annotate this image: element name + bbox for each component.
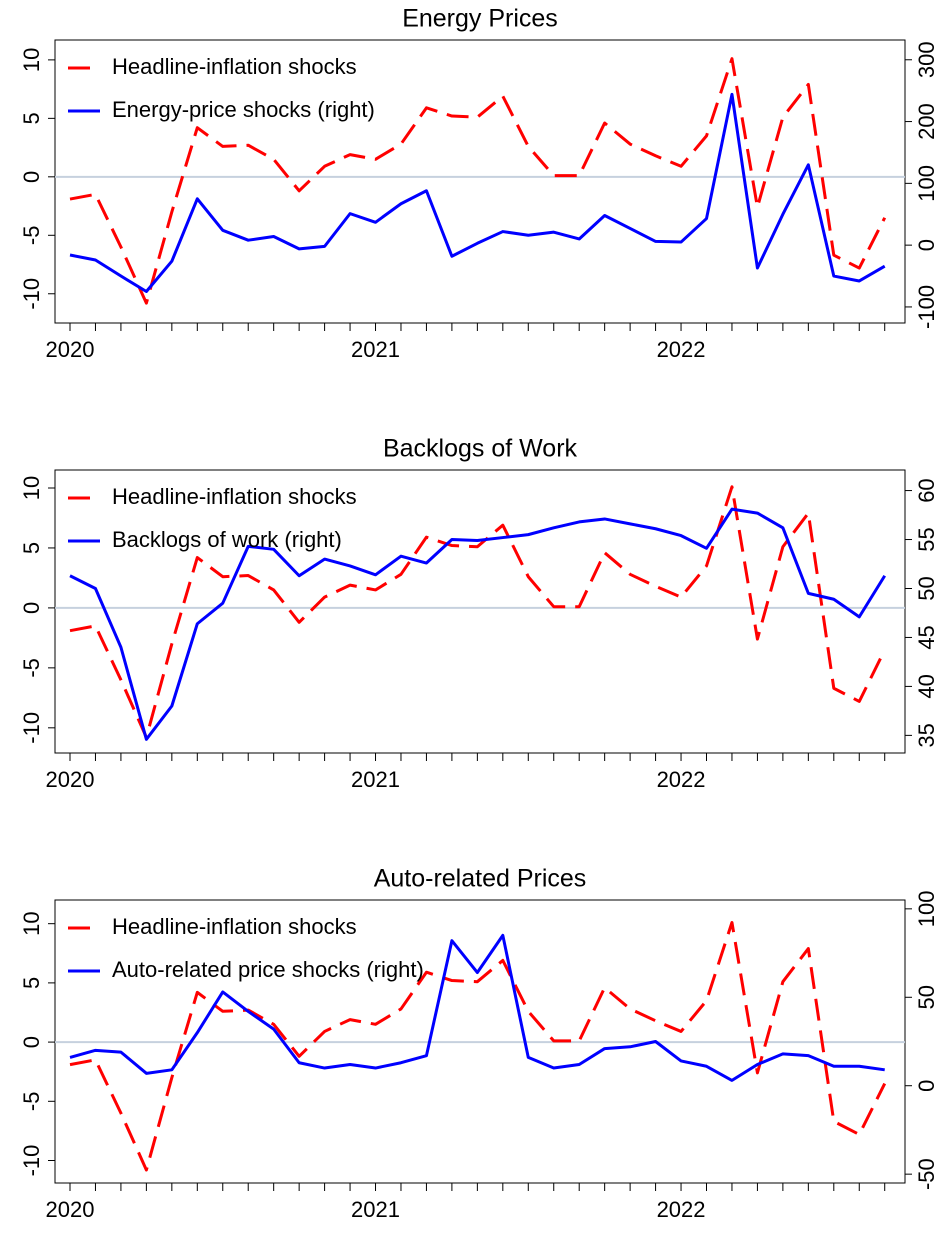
y-tick-label: 5 — [19, 542, 44, 554]
series-line — [69, 933, 885, 1082]
y-tick-label: -10 — [19, 278, 44, 310]
series-line — [69, 507, 886, 741]
y2-tick-label: 60 — [914, 478, 939, 502]
x-tick-label: 2022 — [657, 337, 706, 362]
x-tick-label: 2020 — [46, 337, 95, 362]
x-tick-label: 2021 — [351, 767, 400, 792]
y2-tick-label: -100 — [914, 285, 939, 329]
series-line — [69, 92, 886, 293]
y2-tick-label: 40 — [914, 674, 939, 698]
y-tick-label: 5 — [19, 112, 44, 124]
y2-tick-label: -50 — [914, 1158, 939, 1190]
y2-tick-label: 0 — [914, 239, 939, 251]
y2-tick-label: 55 — [914, 527, 939, 551]
y-tick-label: -5 — [19, 1092, 44, 1112]
panel-title: Energy Prices — [402, 5, 558, 33]
y-tick-label: 10 — [19, 911, 44, 935]
y-tick-label: -5 — [19, 658, 44, 678]
x-tick-label: 2020 — [46, 767, 95, 792]
y2-tick-label: 50 — [914, 985, 939, 1009]
x-tick-label: 2020 — [46, 1197, 95, 1222]
panel: Backlogs of Work -10 -5 0 5 10 35 40 45 50 55 60 202… — [19, 435, 939, 792]
panel: Auto-related Prices-10-50510-50050100202… — [19, 865, 939, 1222]
y-tick-label: 5 — [19, 977, 44, 989]
panel-title: Backlogs of Work — [383, 435, 578, 463]
y-tick-label: -10 — [19, 712, 44, 744]
series-line — [69, 57, 887, 305]
y-tick-label: 0 — [19, 602, 44, 614]
y2-tick-label: 45 — [914, 625, 939, 649]
legend-label: Headline-inflation shocks — [112, 54, 357, 79]
y-tick-label: -5 — [19, 226, 44, 246]
panel-title: Auto-related Prices — [374, 865, 587, 893]
legend-label: Headline-inflation shocks — [112, 484, 357, 509]
legend-label: Backlogs of work (right) — [112, 527, 342, 552]
y2-tick-label: 100 — [914, 890, 939, 927]
y-tick-label: 10 — [19, 476, 44, 500]
y-tick-label: 0 — [19, 171, 44, 183]
panel: Energy Prices -10 -5 0 5 10 -100 0 100 200 300 2020… — [19, 5, 939, 362]
y-tick-label: 10 — [19, 48, 44, 72]
y2-tick-label: 0 — [914, 1080, 939, 1092]
x-tick-label: 2022 — [657, 1197, 706, 1222]
legend-label: Headline-inflation shocks — [112, 914, 357, 939]
y2-tick-label: 200 — [914, 103, 939, 140]
series-line — [69, 920, 887, 1172]
x-tick-label: 2022 — [657, 767, 706, 792]
legend-label: Energy-price shocks (right) — [112, 97, 375, 122]
plot-frame — [54, 469, 906, 754]
x-tick-label: 2021 — [351, 1197, 400, 1222]
y2-tick-label: 35 — [914, 723, 939, 747]
y2-tick-label: 50 — [914, 576, 939, 600]
series-line — [69, 485, 887, 739]
legend-label: Auto-related price shocks (right) — [112, 957, 424, 982]
x-tick-label: 2021 — [351, 337, 400, 362]
plot-frame — [54, 39, 906, 324]
y-tick-label: -10 — [19, 1145, 44, 1177]
y-tick-label: 0 — [19, 1036, 44, 1048]
y2-tick-label: 100 — [914, 165, 939, 202]
y2-tick-label: 300 — [914, 41, 939, 78]
